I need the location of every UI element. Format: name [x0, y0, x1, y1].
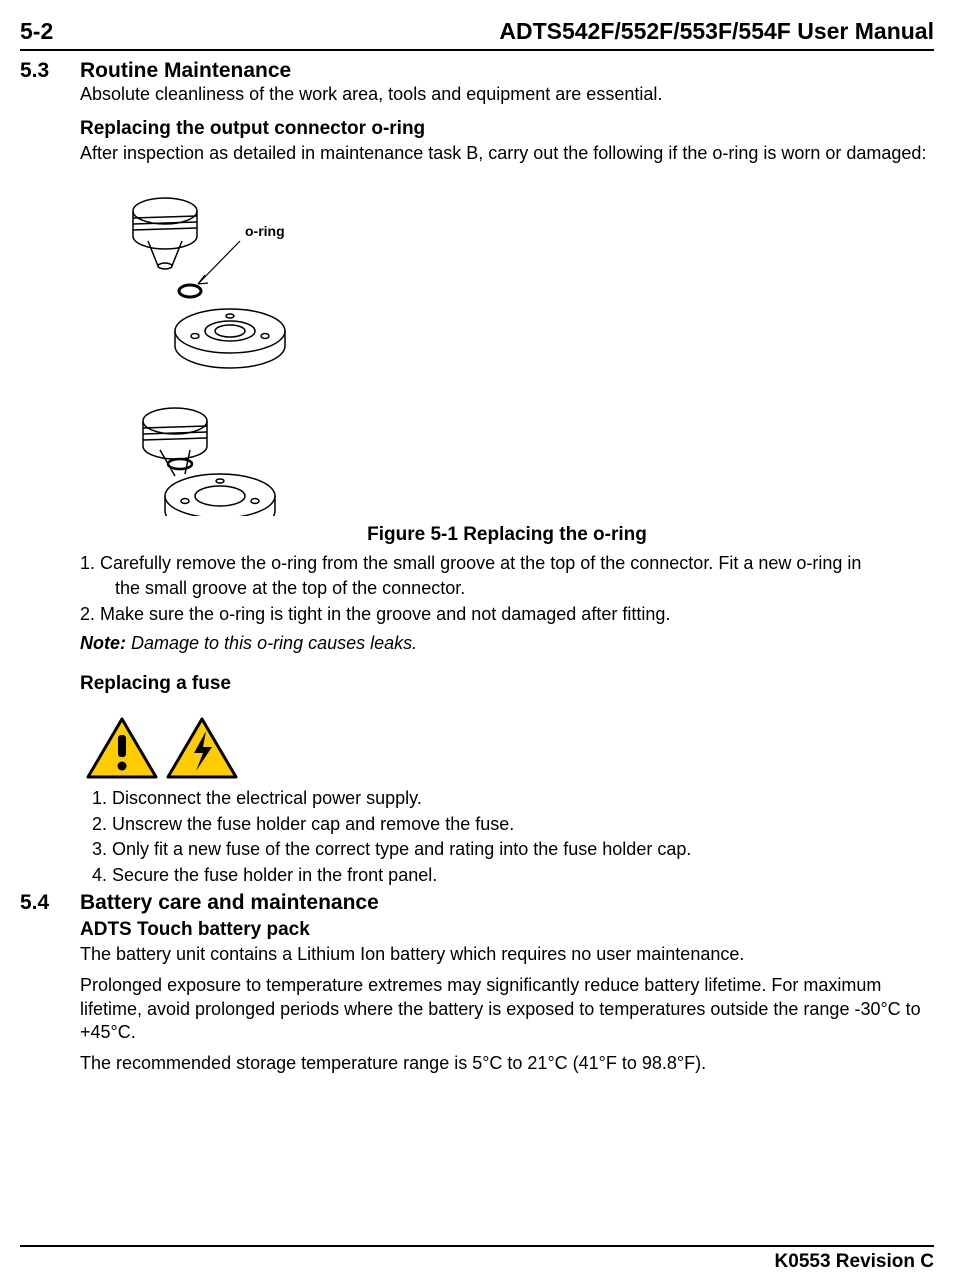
figure-5-1: o-ring: [80, 186, 934, 516]
figure-caption: Figure 5-1 Replacing the o-ring: [80, 524, 934, 546]
page-container: 5-2 ADTS542F/552F/553F/554F User Manual …: [0, 0, 954, 1287]
note-label: Note:: [80, 633, 126, 653]
section-5-3-body: Absolute cleanliness of the work area, t…: [80, 83, 934, 887]
section-number: 5.3: [20, 59, 80, 83]
electrical-hazard-icon: [166, 717, 238, 781]
battery-p1: The battery unit contains a Lithium Ion …: [80, 943, 934, 966]
oring-note: Note: Damage to this o-ring causes leaks…: [80, 632, 934, 655]
battery-p3: The recommended storage temperature rang…: [80, 1052, 934, 1075]
section-5-3-heading: 5.3 Routine Maintenance: [20, 59, 934, 83]
section-title: Routine Maintenance: [80, 59, 291, 83]
page-number: 5-2: [20, 18, 53, 45]
oring-intro: After inspection as detailed in maintena…: [80, 142, 934, 165]
section-5-4-body: ADTS Touch battery pack The battery unit…: [80, 919, 934, 1076]
oring-steps: 1. Carefully remove the o-ring from the …: [80, 552, 934, 626]
page-footer: K0553 Revision C: [20, 1245, 934, 1273]
battery-p2: Prolonged exposure to temperature extrem…: [80, 974, 934, 1044]
warning-triangle-icon: [86, 717, 158, 781]
fuse-step-4: 4. Secure the fuse holder in the front p…: [92, 864, 934, 887]
oring-subsection-title: Replacing the output connector o-ring: [80, 118, 934, 140]
oring-figure-svg: o-ring: [80, 186, 380, 516]
battery-subsection-title: ADTS Touch battery pack: [80, 919, 934, 941]
section-title-5-4: Battery care and maintenance: [80, 891, 379, 915]
fuse-steps: 1. Disconnect the electrical power suppl…: [92, 787, 934, 887]
manual-title: ADTS542F/552F/553F/554F User Manual: [499, 18, 934, 45]
fuse-step-1: 1. Disconnect the electrical power suppl…: [92, 787, 934, 810]
intro-text: Absolute cleanliness of the work area, t…: [80, 83, 934, 106]
fuse-subsection-title: Replacing a fuse: [80, 673, 934, 695]
oring-step-2: 2. Make sure the o-ring is tight in the …: [80, 603, 934, 626]
footer-revision: K0553 Revision C: [775, 1251, 934, 1272]
oring-step-1b: the small groove at the top of the conne…: [115, 577, 934, 600]
page-header: 5-2 ADTS542F/552F/553F/554F User Manual: [20, 18, 934, 51]
fuse-step-3: 3. Only fit a new fuse of the correct ty…: [92, 838, 934, 861]
warning-icons: [86, 717, 934, 781]
section-5-4-heading: 5.4 Battery care and maintenance: [20, 891, 934, 915]
fuse-step-2: 2. Unscrew the fuse holder cap and remov…: [92, 813, 934, 836]
oring-step-1: 1. Carefully remove the o-ring from the …: [80, 552, 934, 575]
note-text: Damage to this o-ring causes leaks.: [126, 633, 417, 653]
oring-label: o-ring: [245, 223, 285, 239]
section-number-5-4: 5.4: [20, 891, 80, 915]
